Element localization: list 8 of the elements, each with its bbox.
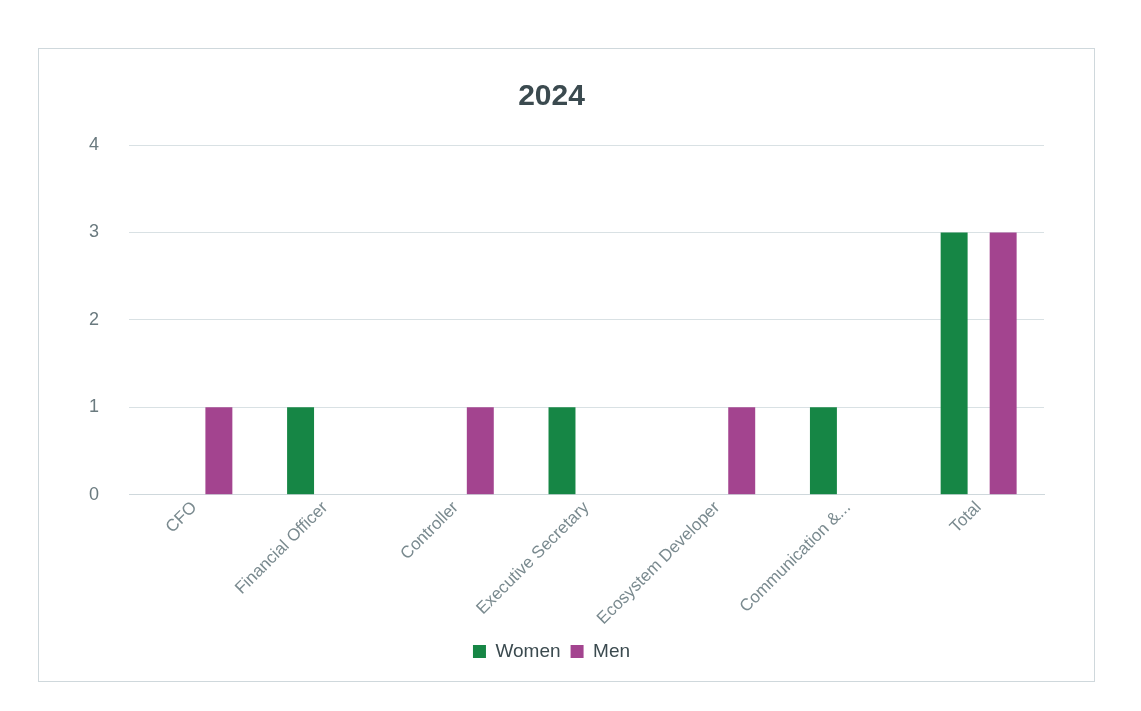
legend-label: Women <box>495 639 561 661</box>
y-tick-label: 1 <box>89 396 100 417</box>
y-tick-label: 4 <box>89 133 100 154</box>
chart-title: 2024 <box>518 78 586 112</box>
y-tick-label: 3 <box>89 221 100 242</box>
y-tick-label: 0 <box>89 483 100 504</box>
y-tick-label: 2 <box>89 308 100 329</box>
legend-label: Men <box>593 639 631 661</box>
